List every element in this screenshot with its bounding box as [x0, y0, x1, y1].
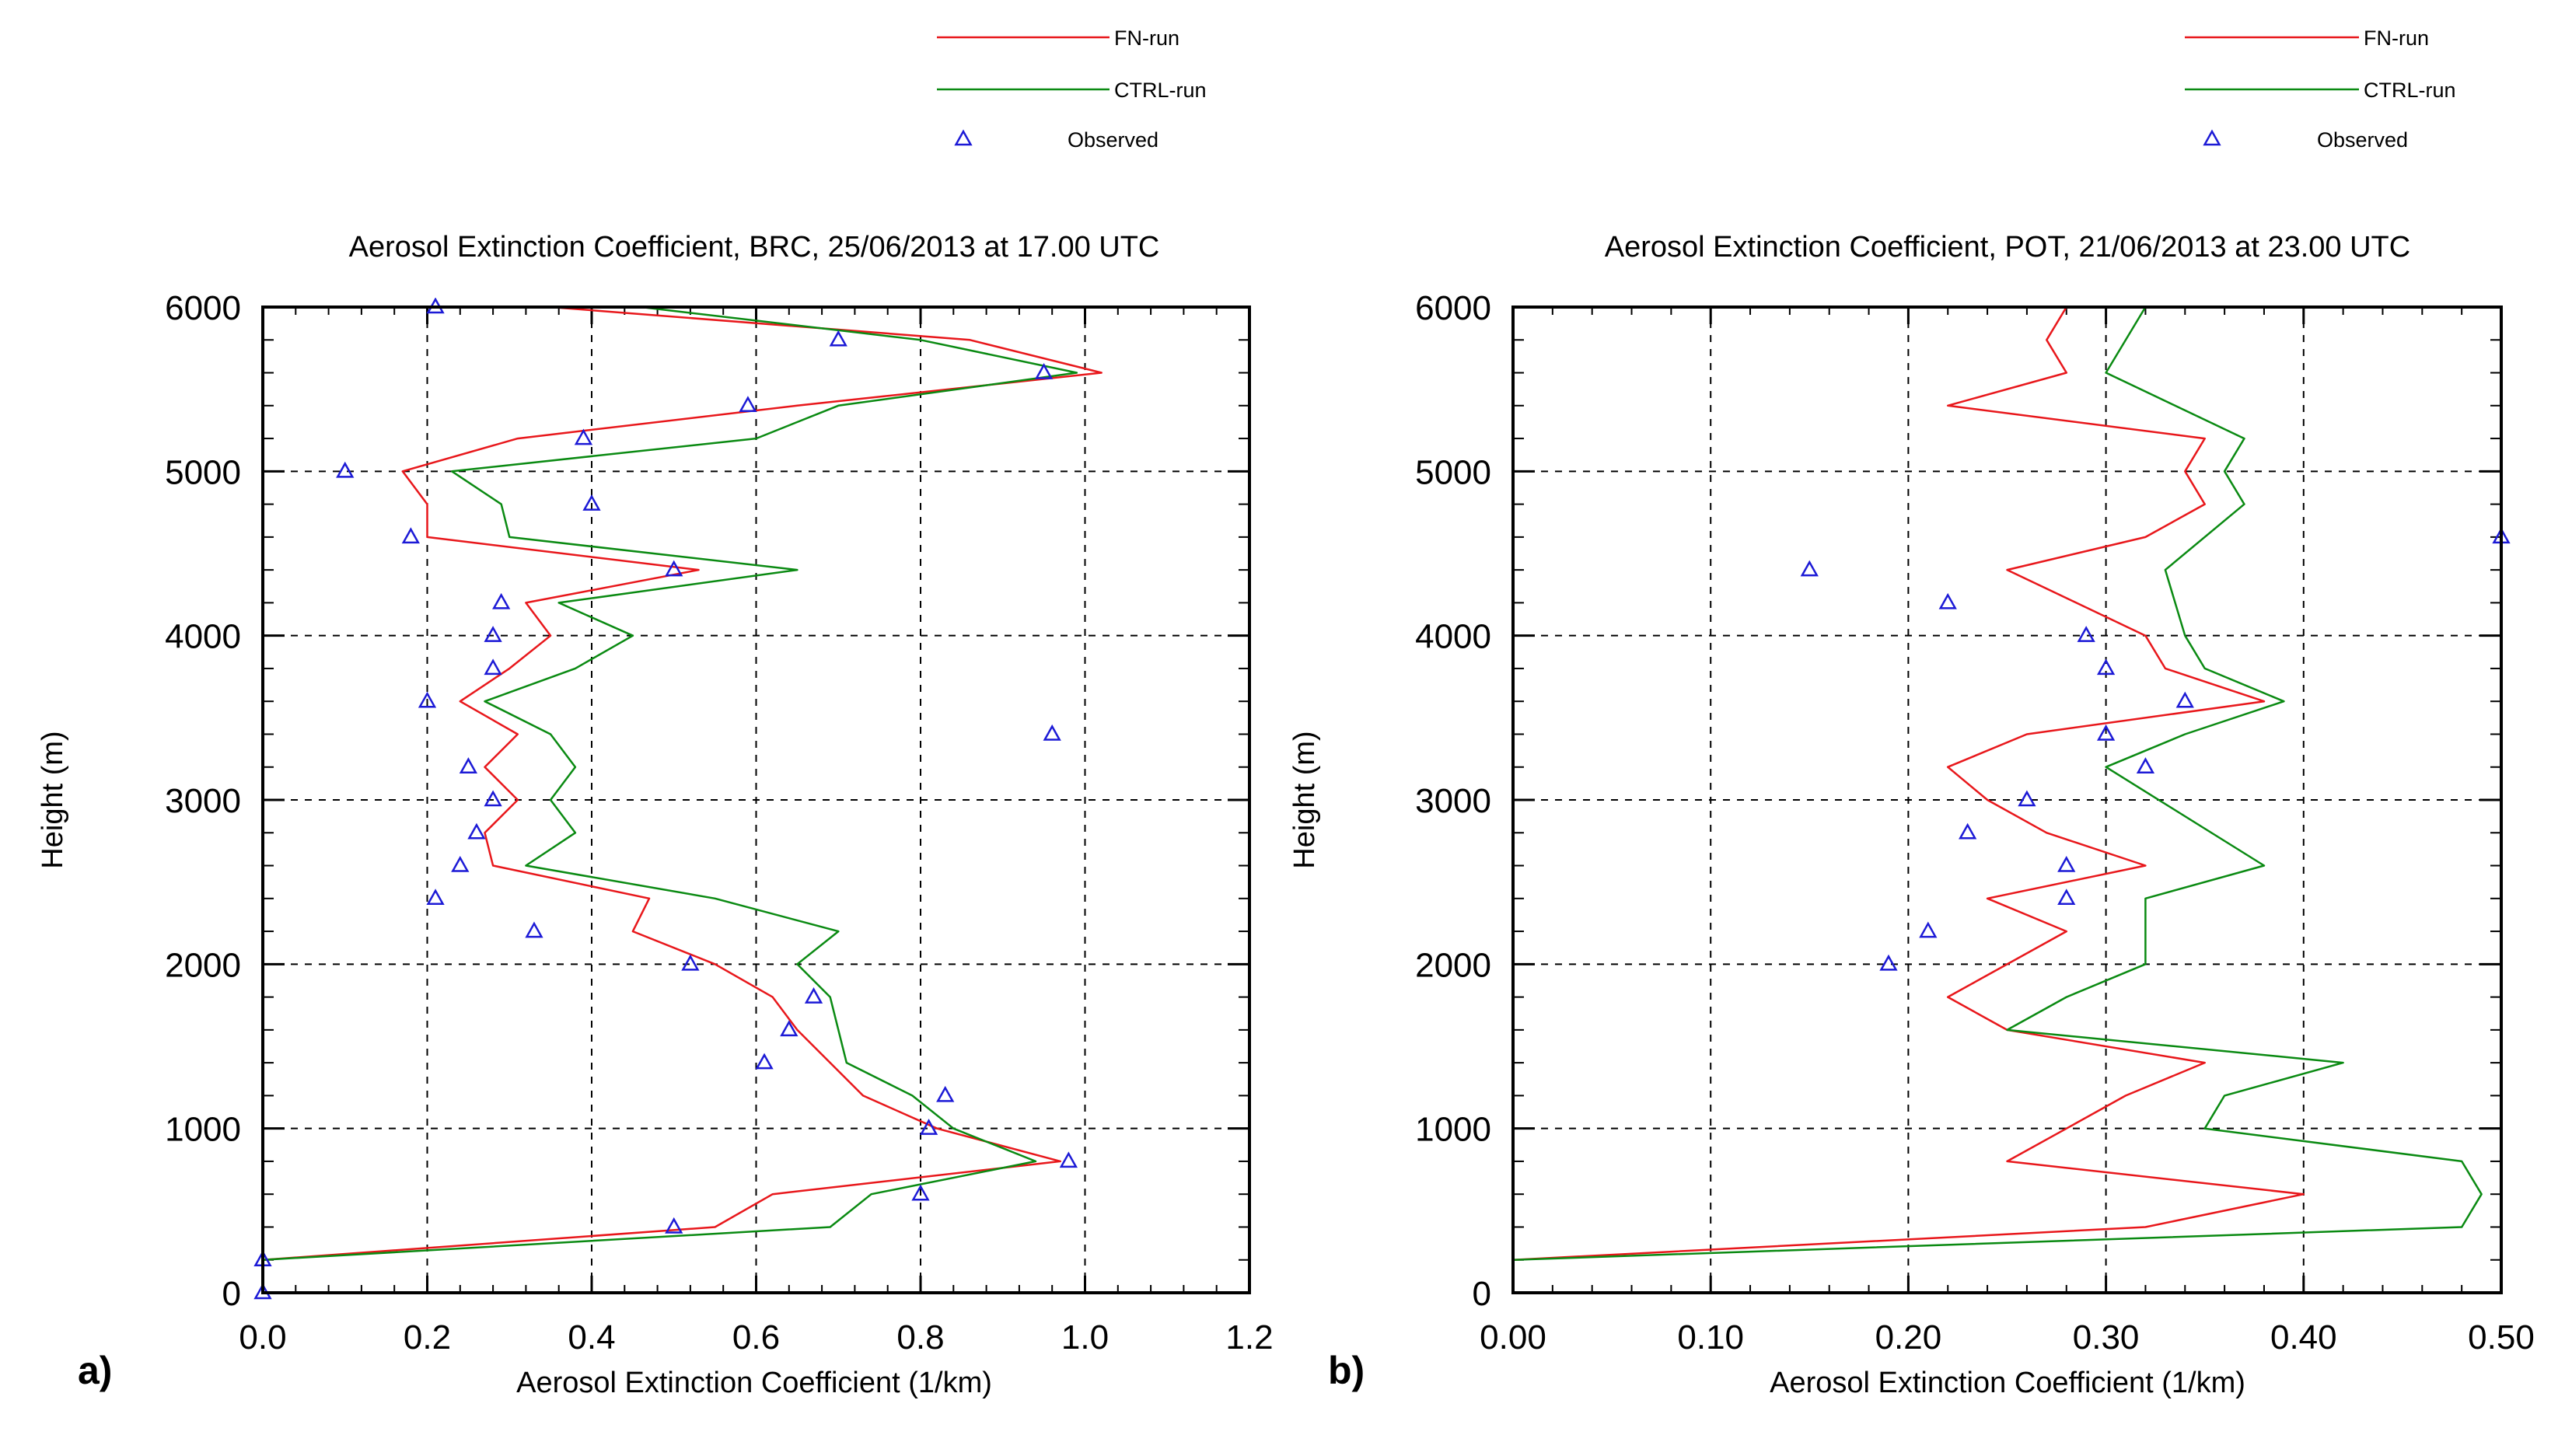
observed-triangle-icon	[401, 527, 420, 544]
x-tick-label: 0.10	[1677, 1318, 1744, 1356]
observed-triangle-icon	[804, 987, 823, 1004]
observed-triangle-icon	[2018, 790, 2036, 807]
observed-triangle-icon	[665, 1217, 683, 1234]
observed-triangle-icon	[459, 757, 478, 773]
x-tick-label: 1.2	[1225, 1318, 1273, 1356]
observed-triangle-icon	[936, 1085, 955, 1102]
legend-label: CTRL-run	[2364, 79, 2456, 102]
observed-triangle-icon	[681, 954, 700, 971]
observed-triangle-icon	[484, 658, 502, 676]
observed-triangle-icon	[492, 592, 511, 609]
x-tick-label: 0.2	[404, 1318, 451, 1356]
observed-triangle-icon	[1043, 724, 1061, 741]
observed-triangle-icon	[484, 790, 502, 807]
observed-triangle-icon	[1800, 560, 1819, 577]
observed-triangle-icon	[426, 889, 445, 906]
plot-frame	[261, 306, 1251, 1294]
x-tick-label: 0.30	[2073, 1318, 2140, 1356]
observed-triangle-icon	[2175, 691, 2194, 708]
observed-triangle-icon	[2136, 757, 2155, 773]
x-axis-label: Aerosol Extinction Coefficient (1/km)	[1770, 1367, 2245, 1399]
series-line-ctrl-run	[1512, 306, 2483, 1261]
panel-b: FN-run CTRL-run Observed Aerosol Extinction…	[1288, 26, 2535, 1399]
y-tick-label: 6000	[165, 289, 241, 327]
observed-triangle-icon	[1938, 592, 1957, 609]
legend-label: FN-run	[2364, 26, 2429, 50]
y-tick-label: 5000	[165, 453, 241, 491]
y-tick-label: 4000	[1415, 618, 1491, 656]
y-tick-label: 0	[1473, 1275, 1491, 1313]
observed-triangle-icon	[919, 1119, 938, 1135]
legend-triangle-icon	[954, 129, 973, 146]
observed-triangle-icon	[2077, 626, 2095, 642]
y-axis-label: Height (m)	[1288, 731, 1321, 868]
observed-triangle-icon	[829, 330, 847, 347]
x-tick-label: 0.6	[732, 1318, 780, 1356]
y-tick-label: 0	[222, 1275, 241, 1313]
x-tick-label: 0.4	[568, 1318, 615, 1356]
legend: FN-run CTRL-run Observed	[937, 26, 1207, 152]
x-tick-label: 0.50	[2468, 1318, 2535, 1356]
legend: FN-run CTRL-run Observed	[2185, 26, 2456, 152]
observed-triangle-icon	[336, 461, 355, 478]
y-tick-label: 2000	[1415, 946, 1491, 984]
y-axis-label: Height (m)	[37, 731, 69, 868]
observed-triangle-icon	[418, 691, 437, 708]
grid	[263, 307, 1249, 1293]
x-tick-label: 1.0	[1061, 1318, 1109, 1356]
legend-triangle-icon	[2203, 129, 2221, 146]
x-tick-label: 0.8	[896, 1318, 944, 1356]
observed-triangle-icon	[451, 855, 470, 872]
observed-triangle-icon	[2096, 658, 2116, 676]
grid	[1513, 307, 2501, 1293]
observed-triangle-icon	[2057, 855, 2076, 872]
y-tick-label: 4000	[165, 618, 241, 656]
observed-triangle-icon	[484, 626, 502, 642]
observed-triangle-icon	[2057, 889, 2076, 906]
y-tick-label: 5000	[1415, 453, 1491, 491]
observed-triangle-icon	[911, 1184, 930, 1201]
observed-triangle-icon	[1034, 362, 1054, 379]
observed-triangle-icon	[2096, 724, 2116, 741]
y-tick-label: 2000	[165, 946, 241, 984]
x-tick-label: 0.40	[2270, 1318, 2337, 1356]
observed-triangle-icon	[780, 1020, 799, 1037]
observed-triangle-icon	[665, 560, 683, 577]
plot-frame	[1511, 306, 2503, 1294]
observed-triangle-icon	[1879, 954, 1898, 971]
observed-triangle-icon	[582, 494, 601, 511]
observed-triangle-icon	[1959, 822, 1977, 840]
chart-title: Aerosol Extinction Coefficient, BRC, 25/…	[349, 231, 1160, 264]
y-tick-label: 3000	[1415, 782, 1491, 820]
y-tick-label: 6000	[1415, 289, 1491, 327]
x-tick-label: 0.00	[1480, 1318, 1546, 1356]
series-layer	[1512, 306, 2511, 1261]
series-line-fn-run	[1512, 306, 2305, 1261]
legend-label: FN-run	[1114, 26, 1179, 50]
legend-label: Observed	[2317, 128, 2408, 152]
observed-triangle-icon	[525, 921, 543, 938]
legend-label: Observed	[1068, 128, 1158, 152]
chart-title: Aerosol Extinction Coefficient, POT, 21/…	[1605, 231, 2410, 264]
observed-triangle-icon	[467, 822, 486, 840]
x-tick-label: 0.20	[1875, 1318, 1942, 1356]
x-tick-label: 0.0	[239, 1318, 286, 1356]
observed-triangle-icon	[574, 428, 593, 445]
series-layer	[253, 298, 1103, 1300]
panel-label: b)	[1328, 1349, 1365, 1392]
x-axis-label: Aerosol Extinction Coefficient (1/km)	[516, 1367, 992, 1399]
y-tick-label: 3000	[165, 782, 241, 820]
series-line-fn-run	[262, 306, 1103, 1261]
observed-triangle-icon	[1059, 1151, 1078, 1168]
y-tick-label: 1000	[1415, 1111, 1491, 1149]
observed-triangle-icon	[755, 1053, 774, 1070]
y-tick-label: 1000	[165, 1111, 241, 1149]
legend-label: CTRL-run	[1114, 79, 1207, 102]
panel-label: a)	[78, 1349, 112, 1392]
observed-triangle-icon	[739, 396, 757, 413]
series-line-ctrl-run	[262, 306, 1078, 1261]
panel-a: FN-run CTRL-run Observed Aerosol Extinction…	[37, 26, 1274, 1399]
observed-triangle-icon	[1919, 921, 1938, 938]
